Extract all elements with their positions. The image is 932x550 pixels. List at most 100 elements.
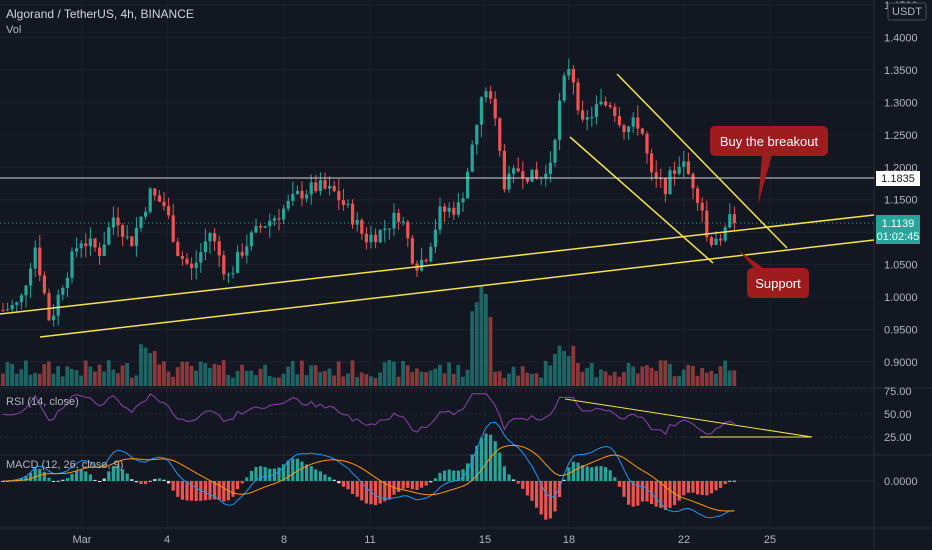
time-tick-label: 22 <box>678 534 690 546</box>
candle-body <box>521 171 525 178</box>
currency-label: USDT <box>892 6 922 18</box>
macd-histogram-bar <box>719 481 723 488</box>
candle-body <box>139 216 143 228</box>
callout-support[interactable]: Support <box>738 250 809 298</box>
volume-bar <box>355 377 359 386</box>
volume-bar <box>433 368 438 386</box>
candle-body <box>203 241 207 253</box>
support-trendline-lower <box>39 239 875 338</box>
volume-bar <box>649 367 654 386</box>
macd-histogram-bar <box>548 481 552 519</box>
volume-bar <box>645 365 649 386</box>
macd-histogram-bar <box>116 465 120 481</box>
candle-body <box>355 220 359 225</box>
volume-bar <box>258 368 263 386</box>
macd-histogram-bar <box>217 481 221 500</box>
volume-bar <box>474 302 479 386</box>
candle-body <box>696 188 700 203</box>
macd-line <box>2 421 735 519</box>
candle-body <box>714 238 718 245</box>
volume-bar <box>516 375 520 386</box>
macd-histogram-bar <box>466 463 470 481</box>
volume-bar <box>456 364 461 386</box>
candle-body <box>700 202 704 211</box>
volume-bar <box>663 360 668 386</box>
macd-histogram-bar <box>558 481 562 497</box>
candle-body <box>295 190 299 194</box>
candle-body <box>52 315 56 321</box>
volume-bar <box>654 370 658 386</box>
macd-histogram-bar <box>33 468 37 481</box>
volume-bar <box>410 372 415 386</box>
volume-bar <box>612 371 617 386</box>
volume-bar <box>97 364 102 386</box>
candle-body <box>443 206 447 212</box>
macd-histogram-bar <box>433 478 437 481</box>
volume-bar <box>594 377 599 386</box>
volume-bar <box>106 360 111 386</box>
macd-histogram-bar <box>139 481 143 485</box>
volume-bar <box>438 364 442 386</box>
volume-bar <box>290 360 295 386</box>
candle-body <box>475 124 479 145</box>
volume-bars <box>1 286 737 386</box>
time-tick-label: 15 <box>479 534 491 546</box>
volume-bar <box>700 368 704 386</box>
volume-bar <box>295 374 300 386</box>
candle-body <box>29 268 33 286</box>
rsi-trendline <box>564 398 813 438</box>
currency-badge: USDT <box>887 2 927 21</box>
volume-bar <box>626 362 631 386</box>
volume-bar <box>313 365 318 386</box>
volume-bar <box>695 375 700 386</box>
macd-histogram-bar <box>341 481 345 487</box>
macd-histogram-bar <box>374 481 378 506</box>
volume-bar <box>530 373 534 386</box>
volume-bar <box>300 360 304 386</box>
callout-breakout[interactable]: Buy the breakout <box>710 126 828 205</box>
macd-histogram-bar <box>190 481 194 501</box>
macd-histogram-bar <box>231 481 235 497</box>
candle-body <box>374 234 378 243</box>
volume-bar <box>635 373 640 386</box>
volume-bar <box>576 363 580 386</box>
candle-body <box>93 238 97 248</box>
macd-histogram-bar <box>236 481 240 490</box>
volume-bar <box>451 373 456 386</box>
volume-bar <box>714 373 718 386</box>
macd-histogram-bar <box>668 481 672 508</box>
macd-histogram-bar <box>406 481 410 488</box>
time-axis[interactable]: Mar 4 8 11 15 18 22 25 <box>73 534 777 546</box>
macd-histogram-bar <box>332 479 336 481</box>
volume-bar <box>369 376 373 386</box>
macd-histogram-bar <box>79 469 83 481</box>
macd-histogram-bar <box>498 452 502 481</box>
volume-bar <box>189 365 194 386</box>
candle-body <box>98 247 102 257</box>
candle-body <box>686 161 690 174</box>
macd-histogram-bar <box>98 481 102 482</box>
volume-bar <box>83 360 88 386</box>
candle-body <box>383 228 387 231</box>
volume-bar <box>74 370 79 386</box>
macd-histogram-bar <box>144 481 148 485</box>
volume-bar <box>1 373 5 386</box>
macd-histogram-bar <box>61 479 65 481</box>
candle-body <box>424 259 428 262</box>
trendlines[interactable] <box>0 73 875 338</box>
candle-body <box>70 251 74 278</box>
macd-histogram-bar <box>24 476 28 481</box>
candle-body <box>479 97 483 125</box>
candle-body <box>231 272 235 275</box>
candle-body <box>369 234 373 243</box>
volume-bar <box>5 362 10 386</box>
candle-body <box>512 168 516 174</box>
volume-bar <box>139 344 143 386</box>
candle-body <box>1 310 5 312</box>
candle-body <box>576 82 580 111</box>
candle-body <box>88 238 92 247</box>
candle-body <box>553 139 557 163</box>
candle-body <box>668 170 672 195</box>
macd-histogram-bar <box>65 478 69 481</box>
